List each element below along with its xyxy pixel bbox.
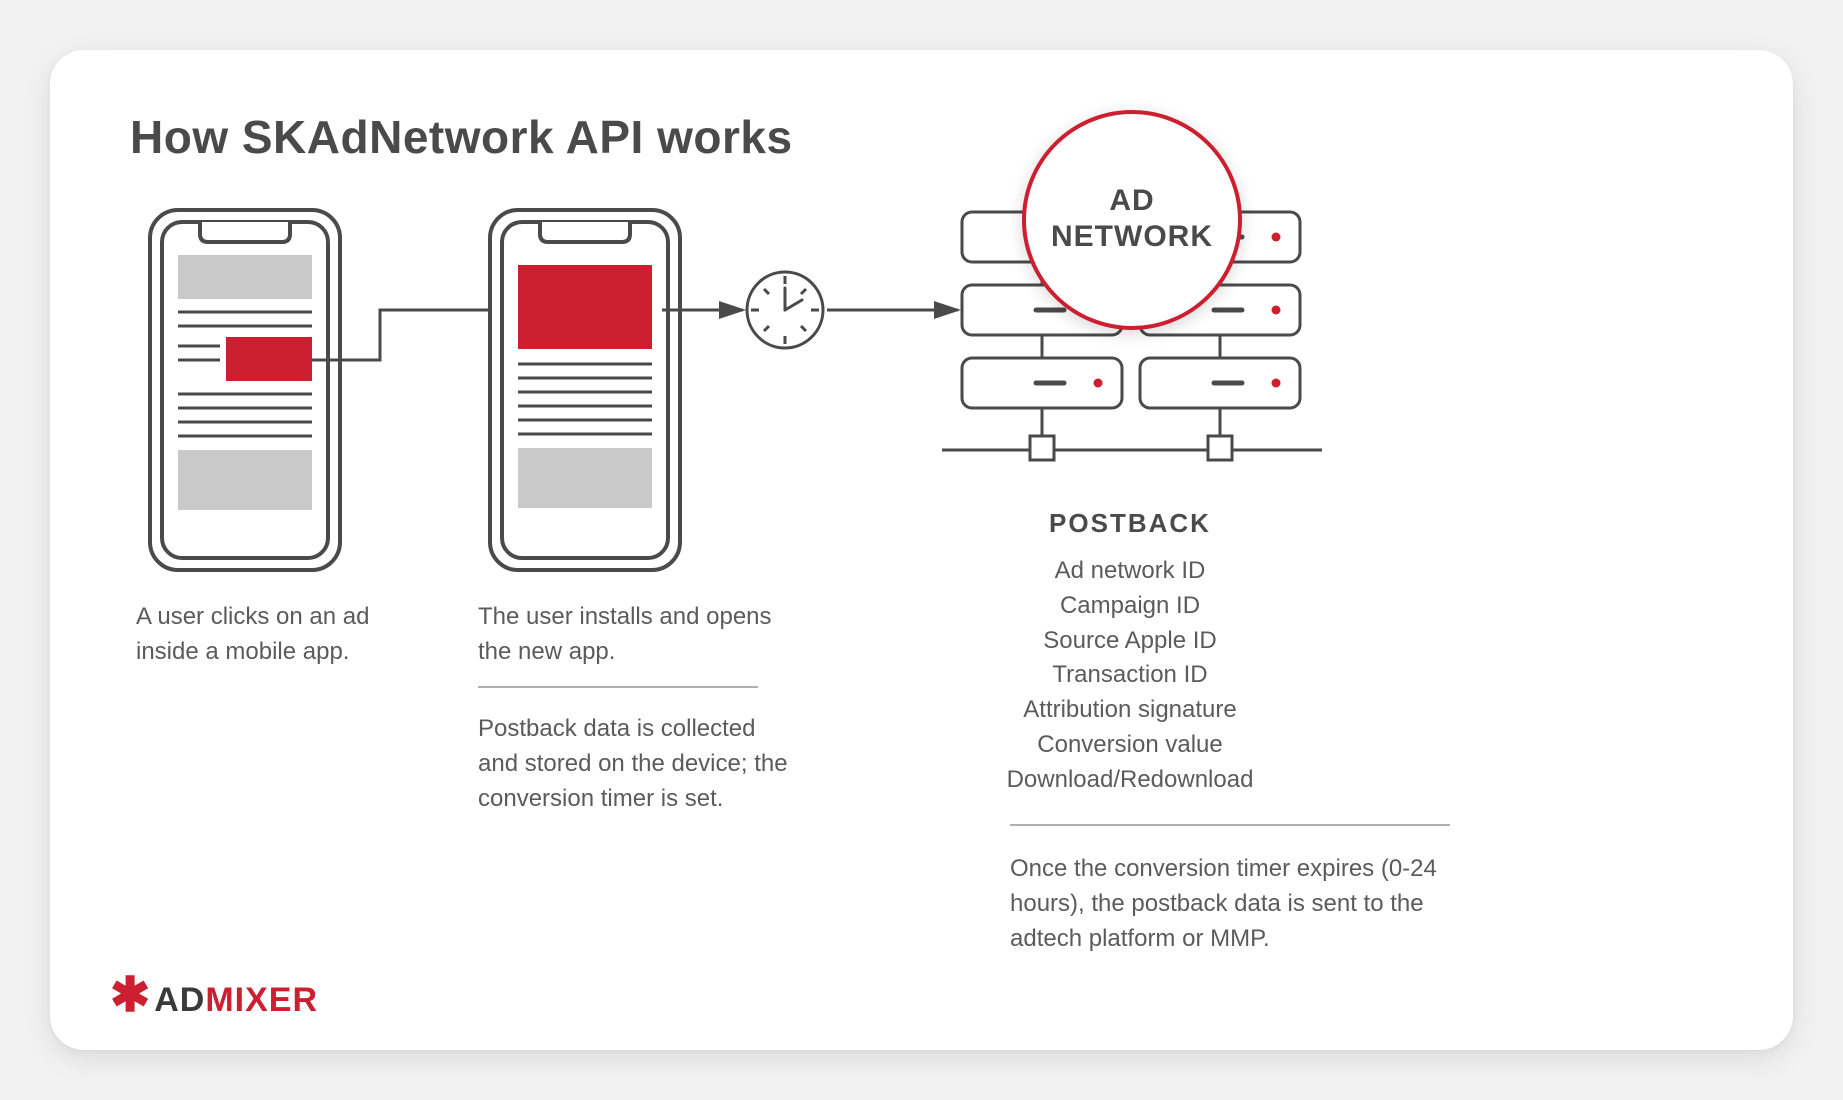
step2-separator: [478, 686, 758, 688]
postback-item: Transaction ID: [930, 658, 1330, 693]
step2-caption-bottom: Postback data is collected and stored on…: [478, 712, 798, 816]
infographic-card: How SKAdNetwork API works: [50, 50, 1793, 1050]
postback-title: POSTBACK: [1030, 508, 1230, 539]
step1-caption: A user clicks on an ad inside a mobile a…: [136, 600, 396, 670]
phone-2: [490, 210, 680, 570]
ad-network-line2: NETWORK: [1051, 220, 1213, 253]
diagram-canvas: AD NETWORK: [50, 50, 1793, 1050]
logo-text: ADMIXER: [154, 981, 318, 1020]
postback-item: Attribution signature: [930, 693, 1330, 728]
admixer-logo: ✱ ADMIXER: [110, 976, 318, 1024]
ad-network-node: AD NETWORK: [1024, 112, 1240, 328]
ad-network-line1: AD: [1109, 184, 1154, 217]
phone-1: [150, 210, 340, 570]
postback-item: Download/Redownload: [930, 763, 1330, 798]
postback-separator: [1010, 824, 1450, 826]
step2-caption-top: The user installs and opens the new app.: [478, 600, 778, 670]
postback-list: Ad network ID Campaign ID Source Apple I…: [930, 554, 1330, 798]
postback-item: Campaign ID: [930, 589, 1330, 624]
postback-item: Conversion value: [930, 728, 1330, 763]
postback-footer: Once the conversion timer expires (0-24 …: [1010, 852, 1480, 956]
ad-block-phone1: [226, 337, 312, 381]
clock-icon: [747, 272, 823, 348]
ad-block-phone2: [518, 265, 652, 349]
postback-item: Ad network ID: [930, 554, 1330, 589]
logo-star-icon: ✱: [110, 972, 150, 1020]
postback-item: Source Apple ID: [930, 624, 1330, 659]
